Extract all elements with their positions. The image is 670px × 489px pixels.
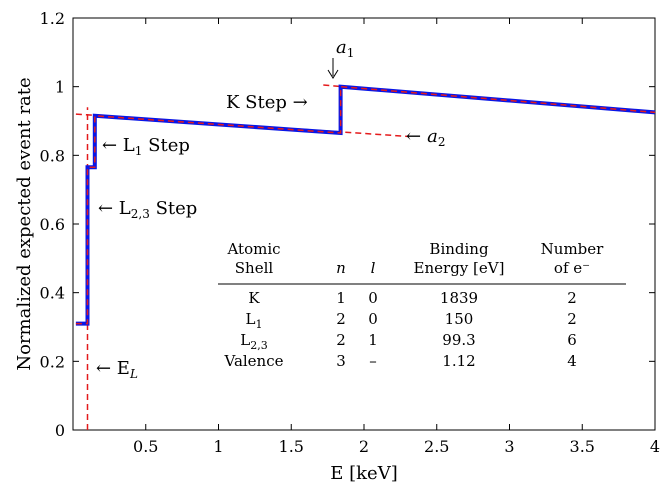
axis-ticks: 0.5 1 1.5 2 2.5 3 3.5 4 0 0.2 0.4 0.6 0.8 1 1.2 <box>40 9 661 456</box>
x-tick-label: 2 <box>359 437 369 456</box>
table-cell-l: 0 <box>368 310 378 328</box>
x-tick-label: 2.5 <box>424 437 449 456</box>
table-cell-n: 3 <box>336 352 346 370</box>
annotation-l23-step: ← L2,3 Step <box>98 198 197 221</box>
svg-text:a1: a1 <box>336 37 354 60</box>
x-tick-label: 3 <box>504 437 514 456</box>
table-cell-n: 2 <box>336 331 346 349</box>
y-tick-label: 1.2 <box>40 9 65 28</box>
series-line-red-dashed <box>75 85 656 325</box>
annotation-a1: a1 <box>327 37 354 79</box>
y-tick-label: 0.4 <box>40 284 65 303</box>
table-cell-energy: 1.12 <box>442 352 475 370</box>
y-tick-label: 0 <box>55 421 65 440</box>
annotation-k-step: K Step → <box>226 92 308 113</box>
table-cell-l: – <box>369 352 377 370</box>
y-tick-label: 0.6 <box>40 215 65 234</box>
y-tick-label: 0.2 <box>40 352 65 371</box>
x-tick-label: 3.5 <box>570 437 595 456</box>
annotation-a2: ← a2 <box>406 126 445 149</box>
table-header-shell-1: Atomic <box>226 240 280 258</box>
shell-table: Atomic Shell n l Binding Energy [eV] Num… <box>218 240 626 370</box>
table-header-electrons-2: of e⁻ <box>554 259 590 277</box>
table-cell-electrons: 2 <box>567 289 577 307</box>
table-cell-energy: 1839 <box>440 289 478 307</box>
y-tick-label: 0.8 <box>40 146 65 165</box>
table-cell-l: 1 <box>368 331 378 349</box>
table-cell-electrons: 2 <box>567 310 577 328</box>
table-header-l: l <box>371 259 376 277</box>
data-series <box>75 84 656 326</box>
x-axis-label: E [keV] <box>330 463 397 484</box>
table-cell-l: 0 <box>368 289 378 307</box>
table-header-electrons-1: Number <box>541 240 604 258</box>
a1-arrow-head <box>327 69 339 79</box>
table-cell-energy: 99.3 <box>442 331 475 349</box>
table-cell-electrons: 4 <box>567 352 577 370</box>
y-axis-label: Normalized expected event rate <box>14 77 35 370</box>
table-cell-n: 1 <box>336 289 346 307</box>
annotation-l1-step: ← L1 Step <box>102 135 190 158</box>
x-tick-label: 4 <box>650 437 660 456</box>
table-cell-shell: K <box>248 289 260 307</box>
table-cell-shell: L1 <box>246 310 263 331</box>
y-tick-label: 1 <box>55 78 65 97</box>
table-header-shell-2: Shell <box>235 259 274 277</box>
table-cell-shell: L2,3 <box>240 331 267 352</box>
x-tick-label: 1.5 <box>279 437 304 456</box>
table-cell-n: 2 <box>336 310 346 328</box>
x-tick-label: 1 <box>213 437 223 456</box>
table-cell-electrons: 6 <box>567 331 577 349</box>
table-cell-shell: Valence <box>223 352 283 370</box>
table-header-energy-2: Energy [eV] <box>414 259 505 277</box>
table-header-n: n <box>336 259 346 277</box>
table-header-energy-1: Binding <box>429 240 489 258</box>
guide-line-a1 <box>323 84 344 88</box>
table-cell-energy: 150 <box>445 310 474 328</box>
x-tick-label: 0.5 <box>133 437 158 456</box>
annotation-el: ← EL <box>96 358 138 381</box>
